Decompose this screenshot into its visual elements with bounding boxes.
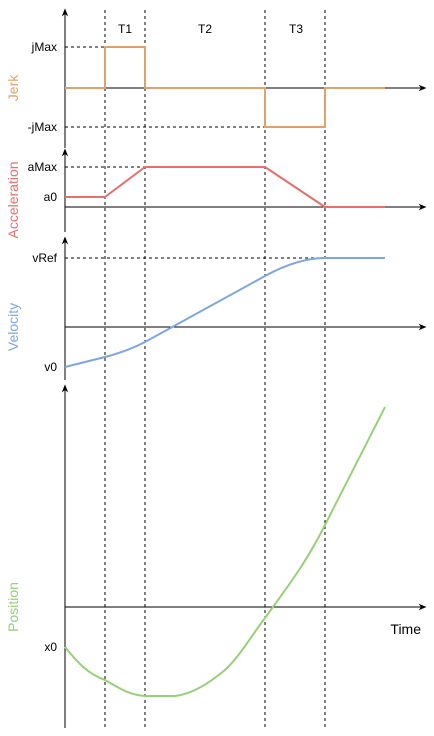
jerk-curve bbox=[65, 46, 385, 128]
velocity-panel: vRef v0 Velocity bbox=[5, 236, 427, 380]
position-curve bbox=[64, 406, 386, 697]
velocity-curve bbox=[64, 257, 385, 368]
amax-tick-label: aMax bbox=[28, 160, 57, 174]
acceleration-panel: aMax a0 Acceleration bbox=[5, 148, 427, 239]
phase-label-t1: T1 bbox=[118, 22, 132, 36]
position-axis-title: Position bbox=[5, 582, 21, 632]
v0-tick-label: v0 bbox=[44, 360, 57, 374]
neg-jmax-tick-label: -jMax bbox=[28, 120, 57, 134]
jerk-panel: jMax -jMax Jerk bbox=[5, 8, 427, 148]
acceleration-curve bbox=[65, 166, 385, 208]
time-axis-label: Time bbox=[390, 621, 421, 637]
vref-tick-label: vRef bbox=[32, 251, 57, 265]
jerk-axis-title: Jerk bbox=[5, 74, 21, 101]
phase-label-t2: T2 bbox=[198, 22, 212, 36]
position-panel: Time x0 Position bbox=[5, 384, 427, 728]
acceleration-axis-title: Acceleration bbox=[5, 161, 21, 238]
x0-tick-label: x0 bbox=[44, 640, 57, 654]
velocity-axis-title: Velocity bbox=[5, 303, 21, 351]
a0-tick-label: a0 bbox=[44, 190, 58, 204]
jmax-tick-label: jMax bbox=[31, 40, 57, 54]
phase-label-t3: T3 bbox=[289, 22, 303, 36]
